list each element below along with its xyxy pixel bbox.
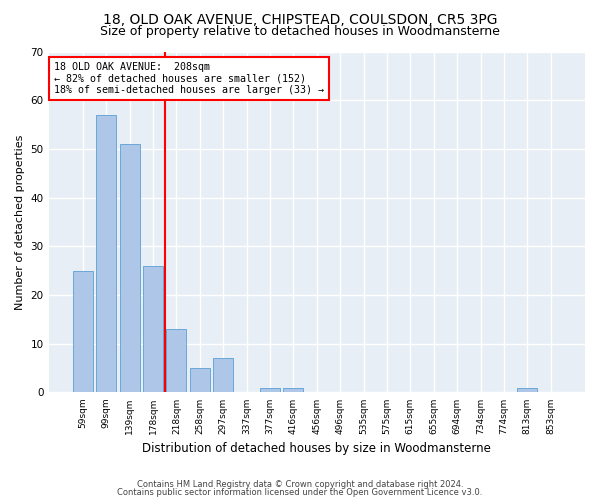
Bar — [283, 388, 304, 392]
Text: Contains HM Land Registry data © Crown copyright and database right 2024.: Contains HM Land Registry data © Crown c… — [137, 480, 463, 489]
X-axis label: Distribution of detached houses by size in Woodmansterne: Distribution of detached houses by size … — [142, 442, 491, 455]
Bar — [517, 388, 537, 392]
Text: Contains public sector information licensed under the Open Government Licence v3: Contains public sector information licen… — [118, 488, 482, 497]
Bar — [97, 115, 116, 392]
Bar — [166, 329, 187, 392]
Text: Size of property relative to detached houses in Woodmansterne: Size of property relative to detached ho… — [100, 25, 500, 38]
Text: 18 OLD OAK AVENUE:  208sqm
← 82% of detached houses are smaller (152)
18% of sem: 18 OLD OAK AVENUE: 208sqm ← 82% of detac… — [54, 62, 324, 95]
Bar — [260, 388, 280, 392]
Bar — [120, 144, 140, 392]
Text: 18, OLD OAK AVENUE, CHIPSTEAD, COULSDON, CR5 3PG: 18, OLD OAK AVENUE, CHIPSTEAD, COULSDON,… — [103, 12, 497, 26]
Bar — [213, 358, 233, 392]
Bar — [190, 368, 210, 392]
Bar — [143, 266, 163, 392]
Bar — [73, 270, 93, 392]
Y-axis label: Number of detached properties: Number of detached properties — [15, 134, 25, 310]
